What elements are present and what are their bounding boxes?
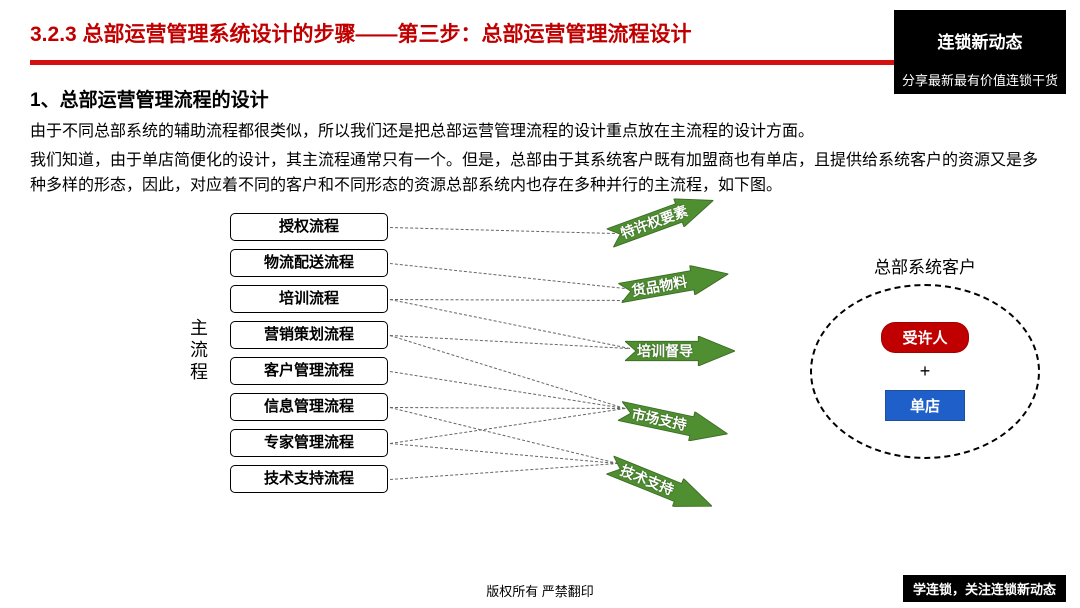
- ellipse-title: 总部系统客户: [790, 253, 1060, 278]
- edge: [390, 408, 625, 444]
- arrow-2: 培训督导: [625, 336, 735, 366]
- arrow-3: 市场支持: [617, 397, 731, 449]
- customer-ellipse-group: 总部系统客户 受许人 + 单店: [790, 253, 1060, 459]
- arrow-label-2: 培训督导: [637, 341, 693, 361]
- top-badge: 连锁新动态 分享最新最有价值连锁干货: [894, 10, 1066, 94]
- edge: [390, 299, 630, 301]
- paragraph-1: 由于不同总部系统的辅助流程都很类似，所以我们还是把总部运营管理流程的设计重点放在…: [30, 120, 1050, 145]
- process-box-3: 营销策划流程: [230, 321, 388, 349]
- edge: [390, 263, 625, 289]
- edge: [390, 227, 615, 234]
- plus-sign: +: [920, 361, 931, 382]
- process-box-0: 授权流程: [230, 213, 388, 241]
- paragraph-2: 我们知道，由于单店简便化的设计，其主流程通常只有一个。但是，总部由于其系统客户既…: [30, 149, 1050, 199]
- process-box-1: 物流配送流程: [230, 249, 388, 277]
- body: 1、总部运营管理流程的设计 由于不同总部系统的辅助流程都很类似，所以我们还是把总…: [0, 65, 1080, 538]
- edge: [390, 371, 625, 409]
- arrow-4: 技术支持: [604, 451, 717, 520]
- process-box-6: 专家管理流程: [230, 429, 388, 457]
- bottom-badge: 学连锁，关注连锁新动态: [903, 575, 1066, 602]
- edge: [390, 407, 625, 409]
- process-box-7: 技术支持流程: [230, 465, 388, 493]
- process-box-4: 客户管理流程: [230, 357, 388, 385]
- section-title: 3.2.3 总部运营管理系统设计的步骤——第三步：总部运营管理流程设计: [30, 18, 692, 48]
- edge: [390, 463, 618, 480]
- badge-line1: 连锁新动态: [902, 32, 1058, 55]
- vertical-label: 主流程: [185, 318, 211, 384]
- licensee-pill: 受许人: [881, 322, 968, 353]
- edge: [390, 407, 618, 464]
- arrow-1: 货品物料: [617, 260, 731, 309]
- store-box: 单店: [885, 390, 965, 421]
- badge-line2: 分享最新最有价值连锁干货: [902, 73, 1058, 88]
- dashed-ellipse: 受许人 + 单店: [810, 284, 1040, 459]
- process-box-2: 培训流程: [230, 285, 388, 313]
- flow-diagram: 主流程 总部系统客户 受许人 + 单店 授权流程物流配送流程培训流程营销策划流程…: [30, 208, 1050, 538]
- process-box-5: 信息管理流程: [230, 393, 388, 421]
- header: 3.2.3 总部运营管理系统设计的步骤——第三步：总部运营管理流程设计 连锁新动…: [0, 0, 1080, 65]
